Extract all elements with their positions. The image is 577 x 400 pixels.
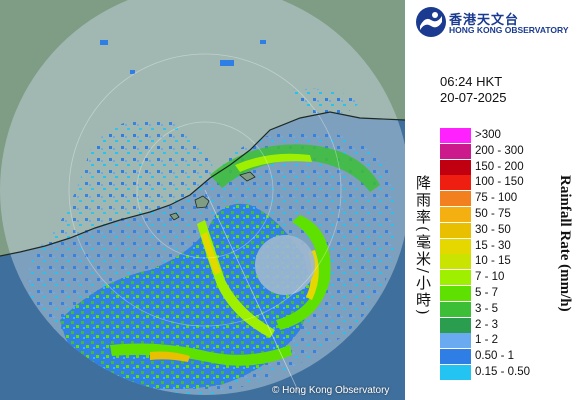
range-ring-inner xyxy=(136,121,274,259)
legend-swatch xyxy=(440,238,471,254)
eyewall-arc xyxy=(276,215,331,330)
legend-swatch xyxy=(440,191,471,207)
legend-row: 3 - 5 xyxy=(440,301,560,317)
legend-swatch xyxy=(440,286,471,301)
legend-swatch xyxy=(440,222,471,238)
legend-label: 1 - 2 xyxy=(475,334,499,347)
rain-area-east xyxy=(290,88,360,115)
legend-swatch xyxy=(440,317,471,333)
cyclone-eye xyxy=(255,235,315,295)
logo-name-chinese: 香港天文台 xyxy=(449,13,520,28)
legend-row: 0.15 - 0.50 xyxy=(440,365,560,380)
legend-row: 2 - 3 xyxy=(440,317,560,333)
legend-swatch xyxy=(440,207,471,222)
legend-label: 3 - 5 xyxy=(475,302,499,315)
legend-row: 15 - 30 xyxy=(440,238,560,254)
legend-swatch xyxy=(440,143,471,159)
legend-swatch xyxy=(440,270,471,286)
legend-swatch xyxy=(440,365,471,380)
legend-label: 30 - 50 xyxy=(475,223,511,236)
legend-swatch xyxy=(440,254,471,270)
legend-row: 50 - 75 xyxy=(440,207,560,222)
rain-band-north xyxy=(210,144,380,192)
logo-name-english: HONG KONG OBSERVATORY xyxy=(449,25,569,35)
legend-swatch xyxy=(440,128,471,143)
hko-logo-icon xyxy=(416,7,446,37)
legend-label: 2 - 3 xyxy=(475,318,499,331)
rain-band-north-core xyxy=(235,153,312,172)
radar-map xyxy=(0,0,405,400)
legend-row: 100 - 150 xyxy=(440,175,560,191)
legend-row: 0.50 - 1 xyxy=(440,349,560,365)
legend-row: 30 - 50 xyxy=(440,222,560,238)
legend-label: 5 - 7 xyxy=(475,287,499,299)
legend-swatch xyxy=(440,301,471,317)
legend-row: 75 - 100 xyxy=(440,191,560,207)
observation-date: 20-07-2025 xyxy=(440,90,507,105)
rain-cell-core xyxy=(150,351,190,362)
legend-row: 1 - 2 xyxy=(440,333,560,349)
legend-label: 50 - 75 xyxy=(475,208,511,220)
rain-area-west xyxy=(91,130,166,204)
rain-shield-dense xyxy=(60,203,310,389)
legend-row: 200 - 300 xyxy=(440,143,560,159)
legend-label: 0.15 - 0.50 xyxy=(475,366,530,378)
range-ring-middle xyxy=(68,53,342,327)
legend-row: 10 - 15 xyxy=(440,254,560,270)
rain-band-south xyxy=(197,220,275,338)
legend-row: >300 xyxy=(440,128,560,143)
observation-time: 06:24 HKT xyxy=(440,74,503,89)
legend-row: 150 - 200 xyxy=(440,159,560,175)
unit-label-english: Rainfall Rate (mm/h) xyxy=(557,175,573,312)
rain-band-southwest xyxy=(110,343,292,366)
legend-label: 7 - 10 xyxy=(475,271,505,284)
coastline xyxy=(0,111,405,257)
legend-swatch xyxy=(440,349,471,365)
legend-label: 75 - 100 xyxy=(475,192,518,205)
legend-label: >300 xyxy=(475,129,501,141)
legend-label: 15 - 30 xyxy=(475,239,511,252)
legend-label: 150 - 200 xyxy=(475,160,524,173)
copyright-credit: © Hong Kong Observatory xyxy=(272,385,390,396)
legend-row: 5 - 7 xyxy=(440,286,560,301)
legend-label: 0.50 - 1 xyxy=(475,350,514,363)
legend-label: 200 - 300 xyxy=(475,144,524,157)
legend-swatch xyxy=(440,175,471,191)
legend-swatch xyxy=(440,159,471,175)
legend-label: 100 - 150 xyxy=(475,176,524,189)
side-panel: 香港天文台 HONG KONG OBSERVATORY xyxy=(405,0,577,400)
hko-logo: 香港天文台 HONG KONG OBSERVATORY xyxy=(415,6,575,40)
unit-label-chinese: 降雨率(毫米/小時) xyxy=(414,175,432,317)
legend-row: 7 - 10 xyxy=(440,270,560,286)
rain-echo-north xyxy=(100,40,266,74)
rain-band-south-core xyxy=(201,232,221,275)
legend-swatch xyxy=(440,333,471,349)
island-outline xyxy=(169,171,256,221)
radar-scan-line xyxy=(204,189,301,396)
legend-label: 10 - 15 xyxy=(475,255,511,268)
